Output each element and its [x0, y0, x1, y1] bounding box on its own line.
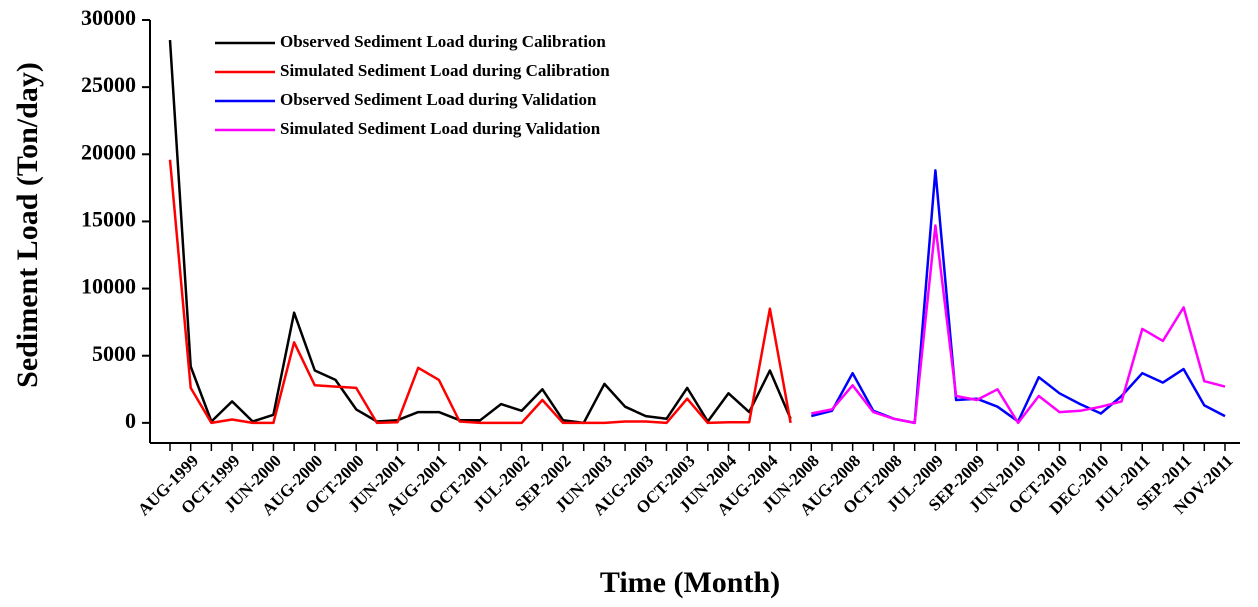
y-tick-label: 0: [125, 408, 136, 433]
y-axis-title: Sediment Load (Ton/day): [11, 62, 44, 388]
y-tick-label: 15000: [81, 206, 136, 231]
legend-label: Observed Sediment Load during Calibratio…: [280, 32, 606, 51]
legend-label: Simulated Sediment Load during Calibrati…: [280, 61, 610, 80]
y-tick-label: 30000: [81, 5, 136, 30]
y-tick-label: 25000: [81, 72, 136, 97]
legend-label: Observed Sediment Load during Validation: [280, 90, 597, 109]
y-tick-label: 10000: [81, 274, 136, 299]
x-axis-title: Time (Month): [600, 566, 780, 599]
series-line: [811, 224, 1226, 425]
y-tick-label: 20000: [81, 139, 136, 164]
series-line: [168, 159, 792, 425]
series-line: [810, 169, 1226, 425]
series-line: [168, 40, 792, 425]
legend-label: Simulated Sediment Load during Validatio…: [280, 119, 601, 138]
y-tick-label: 5000: [92, 341, 136, 366]
